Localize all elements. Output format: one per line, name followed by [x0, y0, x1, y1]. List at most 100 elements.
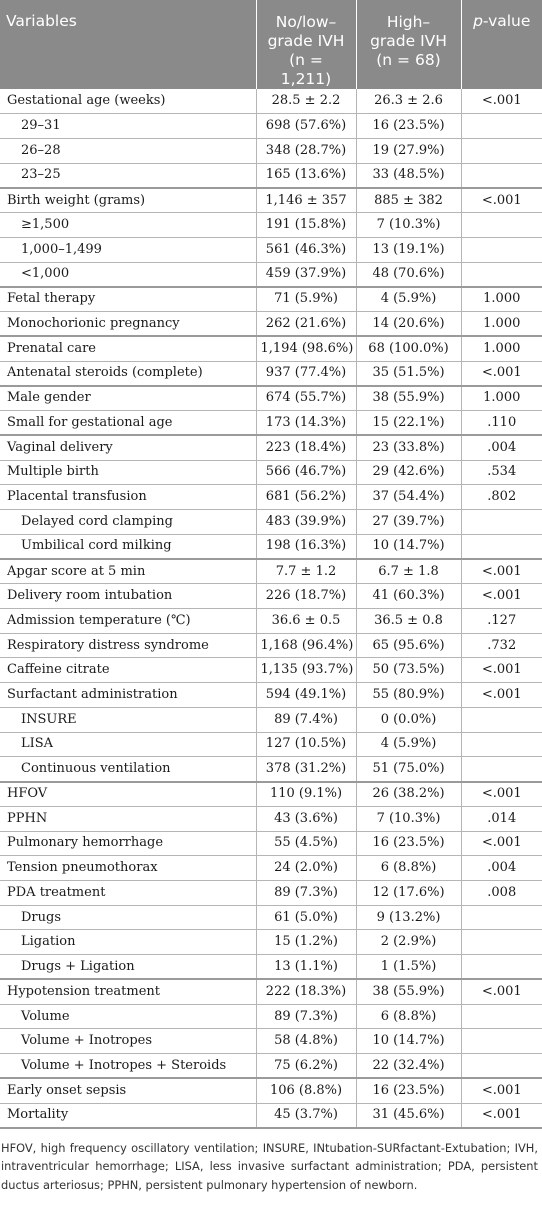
- table-row: Monochorionic pregnancy 262 (21.6%) 14 (20…: [0, 311, 542, 337]
- cell-p-value: [460, 534, 542, 560]
- table-row: Antenatal steroids (complete) 937 (77.4%)…: [0, 361, 542, 387]
- table-row: Surfactant administration 594 (49.1%) 55 (…: [0, 682, 542, 708]
- cell-high-grade-ivh: 27 (39.7%): [355, 509, 461, 535]
- cell-p-value: [460, 905, 542, 931]
- cell-high-grade-ivh: 35 (51.5%): [355, 361, 461, 387]
- table-row: Pulmonary hemorrhage 55 (4.5%) 16 (23.5%) <…: [0, 831, 542, 857]
- cell-high-grade-ivh: 55 (80.9%): [355, 682, 461, 708]
- cell-no-low-grade-ivh: 674 (55.7%): [255, 384, 356, 412]
- cell-p-value: .534: [460, 460, 542, 486]
- cell-p-value: <.001: [460, 657, 542, 684]
- cell-p-value: [460, 113, 542, 139]
- cell-variable: 23–25: [0, 163, 256, 189]
- cell-variable: Male gender: [0, 384, 256, 412]
- cell-variable: Surfactant administration: [0, 682, 256, 708]
- cell-p-value: [460, 163, 542, 189]
- cell-variable: Caffeine citrate: [0, 657, 256, 684]
- cell-p-value: .110: [460, 410, 542, 436]
- cell-variable: Multiple birth: [0, 460, 256, 486]
- cell-no-low-grade-ivh: 262 (21.6%): [255, 311, 356, 337]
- cell-p-value: 1.000: [460, 384, 542, 412]
- table-row: LISA 127 (10.5%) 4 (5.9%): [0, 732, 542, 758]
- cell-p-value: <.001: [460, 186, 542, 214]
- cell-p-value: <.001: [460, 89, 542, 115]
- table-row: PPHN 43 (3.6%) 7 (10.3%) .014: [0, 806, 542, 832]
- cell-high-grade-ivh: 14 (20.6%): [355, 311, 461, 337]
- table-row: 23–25 165 (13.6%) 33 (48.5%): [0, 163, 542, 189]
- table-row: <1,000 459 (37.9%) 48 (70.6%): [0, 262, 542, 288]
- cell-no-low-grade-ivh: 89 (7.3%): [255, 880, 356, 906]
- table-row: Male gender 674 (55.7%) 38 (55.9%) 1.000: [0, 384, 542, 412]
- cell-no-low-grade-ivh: 222 (18.3%): [255, 978, 356, 1005]
- cell-high-grade-ivh: 6 (8.8%): [355, 855, 461, 881]
- cell-no-low-grade-ivh: 223 (18.4%): [255, 434, 356, 461]
- cell-no-low-grade-ivh: 7.7 ± 1.2: [255, 557, 356, 585]
- cell-high-grade-ivh: 16 (23.5%): [355, 1077, 461, 1104]
- table-header: Variables No/low– grade IVH (n = 1,211) …: [0, 0, 542, 89]
- table-row: Small for gestational age 173 (14.3%) 15 (…: [0, 410, 542, 436]
- cell-no-low-grade-ivh: 483 (39.9%): [255, 509, 356, 535]
- cell-p-value: <.001: [460, 1103, 542, 1129]
- cell-variable: PPHN: [0, 806, 256, 832]
- table-row: Volume + Inotropes + Steroids 75 (6.2%) 22…: [0, 1053, 542, 1079]
- cell-p-value: [460, 1053, 542, 1079]
- cell-high-grade-ivh: 68 (100.0%): [355, 335, 461, 362]
- cell-variable: Antenatal steroids (complete): [0, 361, 256, 387]
- table-row: Birth weight (grams) 1,146 ± 357 885 ± 382…: [0, 186, 542, 214]
- cell-p-value: <.001: [460, 682, 542, 708]
- cell-high-grade-ivh: 38 (55.9%): [355, 384, 461, 412]
- cell-high-grade-ivh: 9 (13.2%): [355, 905, 461, 931]
- header-b-line2: grade IVH: [370, 32, 447, 50]
- cell-high-grade-ivh: 29 (42.6%): [355, 460, 461, 486]
- cell-high-grade-ivh: 31 (45.6%): [355, 1103, 461, 1129]
- cell-high-grade-ivh: 0 (0.0%): [355, 707, 461, 733]
- header-row: Variables No/low– grade IVH (n = 1,211) …: [0, 0, 542, 89]
- cell-variable: Gestational age (weeks): [0, 89, 256, 115]
- header-p-rest: -value: [482, 12, 531, 30]
- table-body: Gestational age (weeks) 28.5 ± 2.2 26.3 ± …: [0, 89, 542, 1129]
- cell-p-value: 1.000: [460, 285, 542, 313]
- cell-high-grade-ivh: 48 (70.6%): [355, 262, 461, 288]
- cell-variable: Admission temperature (℃): [0, 608, 256, 634]
- cell-variable: Drugs + Ligation: [0, 954, 256, 980]
- cell-variable: Apgar score at 5 min: [0, 557, 256, 585]
- cell-p-value: <.001: [460, 583, 542, 609]
- table-row: Tension pneumothorax 24 (2.0%) 6 (8.8%) .00…: [0, 855, 542, 881]
- cell-high-grade-ivh: 38 (55.9%): [355, 978, 461, 1005]
- table-row: Prenatal care 1,194 (98.6%) 68 (100.0%) 1.0…: [0, 335, 542, 362]
- table-row: PDA treatment 89 (7.3%) 12 (17.6%) .008: [0, 880, 542, 906]
- cell-p-value: [460, 1028, 542, 1055]
- table-row: Caffeine citrate 1,135 (93.7%) 50 (73.5%) <…: [0, 657, 542, 684]
- header-high-grade-ivh: High– grade IVH (n = 68): [355, 0, 461, 89]
- cell-no-low-grade-ivh: 173 (14.3%): [255, 410, 356, 436]
- cell-variable: HFOV: [0, 780, 256, 807]
- cell-high-grade-ivh: 10 (14.7%): [355, 1028, 461, 1055]
- table-row: Placental transfusion 681 (56.2%) 37 (54.4…: [0, 484, 542, 510]
- table-row: Volume + Inotropes 58 (4.8%) 10 (14.7%): [0, 1028, 542, 1055]
- cell-variable: Volume: [0, 1004, 256, 1030]
- cell-no-low-grade-ivh: 1,168 (96.4%): [255, 633, 356, 659]
- cell-no-low-grade-ivh: 127 (10.5%): [255, 732, 356, 758]
- cell-high-grade-ivh: 4 (5.9%): [355, 285, 461, 313]
- header-a-line1: No/low–: [275, 13, 337, 31]
- cell-variable: LISA: [0, 732, 256, 758]
- cell-no-low-grade-ivh: 378 (31.2%): [255, 756, 356, 783]
- cell-no-low-grade-ivh: 71 (5.9%): [255, 285, 356, 313]
- cell-variable: Small for gestational age: [0, 410, 256, 436]
- cell-p-value: [460, 138, 542, 164]
- cell-no-low-grade-ivh: 937 (77.4%): [255, 361, 356, 387]
- cell-variable: Tension pneumothorax: [0, 855, 256, 881]
- cell-p-value: .802: [460, 484, 542, 510]
- cell-variable: Respiratory distress syndrome: [0, 633, 256, 659]
- header-b-line1: High–: [386, 13, 431, 31]
- cell-variable: 29–31: [0, 113, 256, 139]
- cell-p-value: .127: [460, 608, 542, 634]
- cell-no-low-grade-ivh: 75 (6.2%): [255, 1053, 356, 1079]
- cell-high-grade-ivh: 37 (54.4%): [355, 484, 461, 510]
- cell-p-value: .014: [460, 806, 542, 832]
- table-row: ≥1,500 191 (15.8%) 7 (10.3%): [0, 212, 542, 238]
- header-a-line3: (n = 1,211): [280, 51, 332, 88]
- cell-variable: Delivery room intubation: [0, 583, 256, 609]
- cell-variable: Placental transfusion: [0, 484, 256, 510]
